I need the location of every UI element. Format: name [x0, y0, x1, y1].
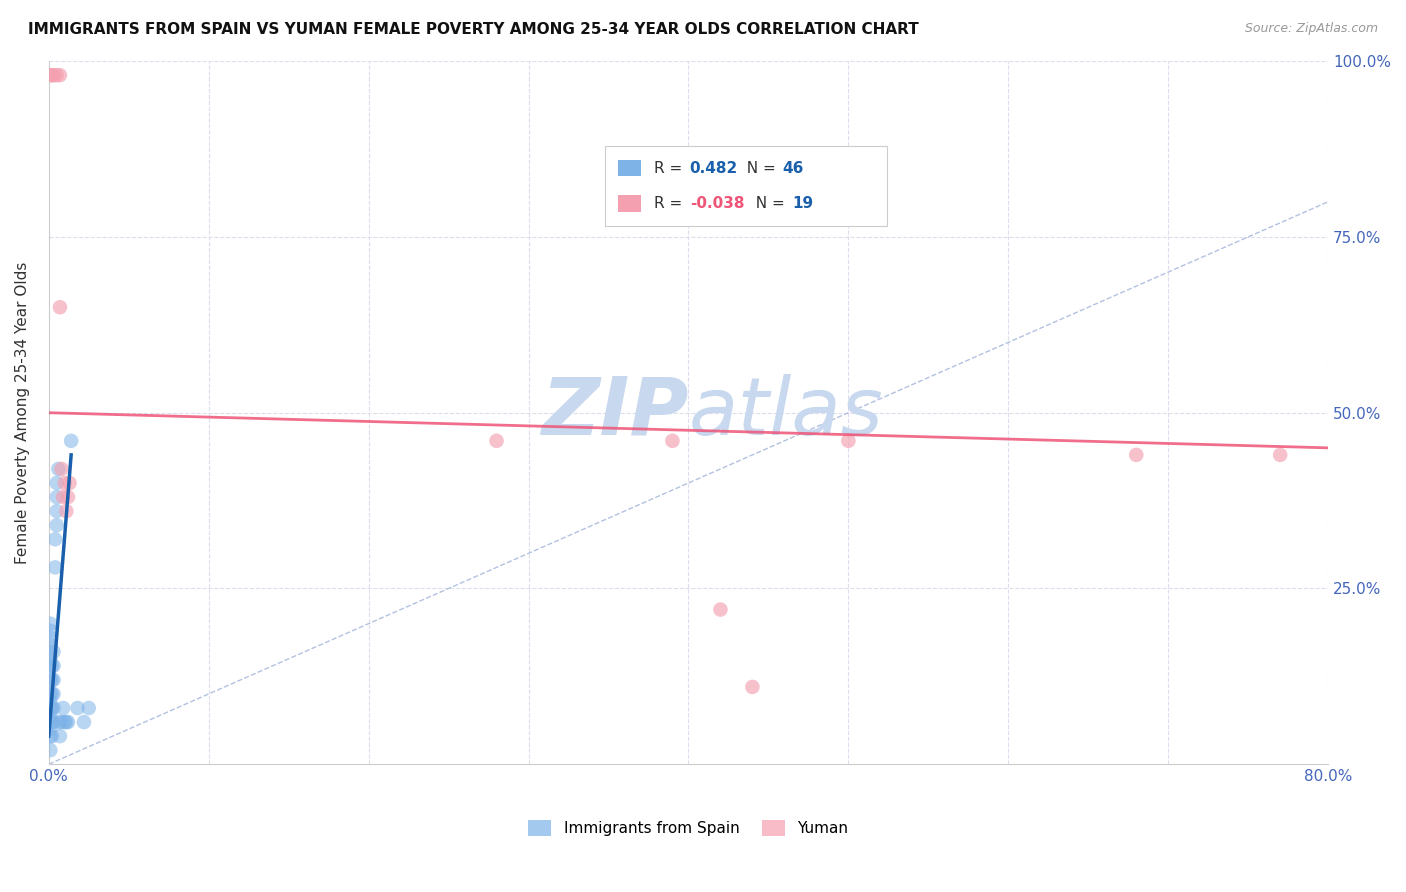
Point — [44, 560, 66, 574]
Point — [39, 715, 62, 730]
Point — [45, 490, 67, 504]
Point — [39, 722, 62, 736]
Point — [60, 434, 83, 448]
FancyBboxPatch shape — [619, 194, 641, 211]
Text: ZIP: ZIP — [541, 374, 689, 451]
Point — [39, 645, 62, 659]
Point — [55, 504, 77, 518]
Point — [77, 701, 100, 715]
Point — [42, 673, 65, 687]
Point — [39, 68, 62, 82]
Point — [39, 743, 62, 757]
Point — [49, 729, 72, 743]
Text: atlas: atlas — [689, 374, 883, 451]
Point — [45, 68, 67, 82]
Point — [661, 434, 683, 448]
Point — [73, 715, 96, 730]
Point — [42, 645, 65, 659]
Point — [45, 504, 67, 518]
Point — [46, 462, 69, 476]
Point — [39, 708, 62, 723]
Point — [42, 68, 65, 82]
Point — [41, 658, 63, 673]
Point — [51, 462, 73, 476]
Text: R =: R = — [654, 195, 688, 211]
Text: 19: 19 — [792, 195, 813, 211]
Point — [42, 701, 65, 715]
Legend: Immigrants from Spain, Yuman: Immigrants from Spain, Yuman — [523, 814, 855, 842]
Point — [39, 694, 62, 708]
Point — [39, 687, 62, 701]
Point — [39, 673, 62, 687]
Text: R =: R = — [654, 161, 688, 176]
Point — [709, 602, 731, 616]
Point — [42, 658, 65, 673]
Point — [45, 518, 67, 533]
Point — [51, 715, 73, 730]
Point — [1268, 448, 1291, 462]
Point — [41, 701, 63, 715]
Point — [49, 715, 72, 730]
Point — [39, 729, 62, 743]
Point — [39, 658, 62, 673]
Point — [55, 715, 77, 730]
Text: Source: ZipAtlas.com: Source: ZipAtlas.com — [1244, 22, 1378, 36]
Point — [39, 701, 62, 715]
Text: IMMIGRANTS FROM SPAIN VS YUMAN FEMALE POVERTY AMONG 25-34 YEAR OLDS CORRELATION : IMMIGRANTS FROM SPAIN VS YUMAN FEMALE PO… — [28, 22, 920, 37]
Point — [56, 490, 79, 504]
Point — [49, 300, 72, 314]
Point — [1125, 448, 1147, 462]
Point — [53, 715, 76, 730]
Point — [41, 715, 63, 730]
Point — [39, 631, 62, 645]
Text: 0.482: 0.482 — [690, 161, 738, 176]
Text: 46: 46 — [782, 161, 803, 176]
Point — [39, 616, 62, 631]
Point — [44, 533, 66, 547]
Point — [41, 729, 63, 743]
Y-axis label: Female Poverty Among 25-34 Year Olds: Female Poverty Among 25-34 Year Olds — [15, 261, 30, 564]
Point — [39, 652, 62, 666]
Point — [41, 68, 63, 82]
Point — [41, 673, 63, 687]
Point — [837, 434, 859, 448]
Point — [66, 701, 89, 715]
Point — [42, 715, 65, 730]
Point — [741, 680, 763, 694]
FancyBboxPatch shape — [606, 145, 887, 227]
Point — [39, 624, 62, 638]
FancyBboxPatch shape — [619, 160, 641, 177]
Point — [58, 475, 80, 490]
Point — [49, 68, 72, 82]
Point — [39, 638, 62, 652]
Text: N =: N = — [737, 161, 780, 176]
Point — [53, 475, 76, 490]
Text: N =: N = — [747, 195, 790, 211]
Text: -0.038: -0.038 — [690, 195, 744, 211]
Point — [52, 490, 75, 504]
Point — [41, 687, 63, 701]
Point — [56, 715, 79, 730]
Point — [485, 434, 508, 448]
Point — [52, 701, 75, 715]
Point — [45, 475, 67, 490]
Point — [42, 687, 65, 701]
